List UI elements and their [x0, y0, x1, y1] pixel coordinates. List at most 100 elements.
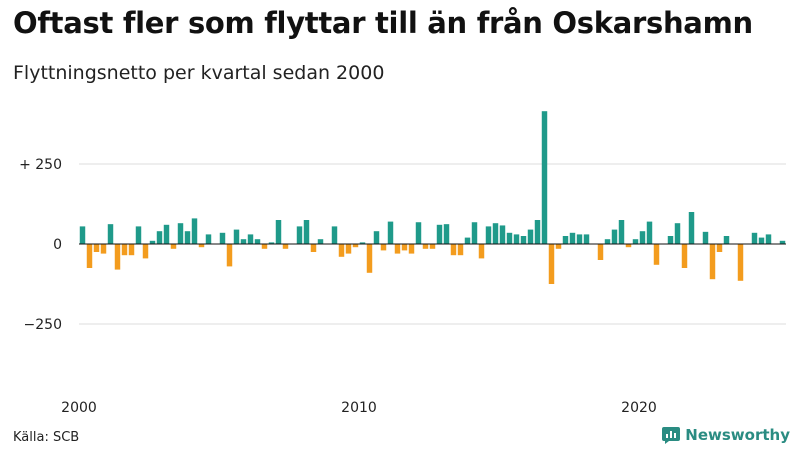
bar-negative [114, 244, 121, 270]
bar-negative [555, 244, 562, 249]
bar-positive [506, 232, 513, 244]
bar-positive [513, 234, 520, 244]
bar-positive [219, 232, 226, 244]
bar-positive [632, 239, 639, 244]
y-tick-label: + 250 [19, 157, 62, 173]
y-tick-label: 0 [53, 237, 62, 253]
bar-positive [135, 226, 142, 244]
bar-negative [380, 244, 387, 251]
bar-positive [562, 236, 569, 244]
bar-positive [611, 229, 618, 244]
bar-positive [205, 234, 212, 244]
bar-positive [520, 236, 527, 244]
bar-positive [373, 231, 380, 244]
bar-positive [317, 239, 324, 244]
bar-negative [394, 244, 401, 254]
bar-positive [534, 220, 541, 244]
bar-positive [751, 232, 758, 244]
bar-positive [191, 218, 198, 244]
bar-positive [527, 229, 534, 244]
bar-negative [625, 244, 632, 248]
bar-positive [296, 226, 303, 244]
bar-positive [569, 232, 576, 244]
bar-positive [702, 231, 709, 244]
bar-positive [765, 234, 772, 244]
bar-negative [681, 244, 688, 268]
bars [79, 111, 786, 284]
bar-negative [142, 244, 149, 259]
bar-negative [716, 244, 723, 252]
bar-positive [387, 221, 394, 244]
bar-negative [100, 244, 107, 254]
bar-negative [366, 244, 373, 273]
bar-negative [401, 244, 408, 251]
bar-negative [226, 244, 233, 267]
bar-negative [457, 244, 464, 256]
bar-negative [450, 244, 457, 256]
bar-positive [156, 231, 163, 244]
bar-negative [310, 244, 317, 252]
bar-positive [163, 224, 170, 244]
bar-positive [471, 222, 478, 244]
bar-negative [198, 244, 205, 248]
bar-positive [436, 224, 443, 244]
bar-positive [674, 223, 681, 244]
bar-negative [478, 244, 485, 259]
bar-positive [499, 225, 506, 244]
x-tick-label: 2020 [621, 400, 657, 416]
x-tick-label: 2000 [61, 400, 97, 416]
bar-positive [779, 240, 786, 244]
bar-positive [359, 242, 366, 244]
bar-negative [429, 244, 436, 249]
bar-positive [247, 234, 254, 244]
source-note: Källa: SCB [13, 430, 80, 445]
x-axis-labels: 2000 2010 2020 [61, 400, 657, 416]
bar-positive [303, 220, 310, 244]
bar-negative [709, 244, 716, 280]
bar-positive [646, 221, 653, 244]
brand-name: Newsworthy [685, 426, 790, 444]
newsworthy-logo-icon [662, 427, 681, 444]
bar-positive [464, 237, 471, 244]
bar-positive [723, 236, 730, 244]
bar-positive [758, 237, 765, 244]
brand-logo[interactable]: Newsworthy [661, 425, 790, 445]
bar-positive [177, 223, 184, 244]
x-tick-label: 2010 [341, 400, 377, 416]
y-axis-labels: + 250 0 −250 [19, 157, 62, 333]
bar-negative [597, 244, 604, 260]
bar-negative [422, 244, 429, 249]
bar-negative [170, 244, 177, 249]
bar-positive [149, 240, 156, 244]
bar-positive [79, 226, 86, 244]
bar-positive [254, 239, 261, 244]
bar-positive [107, 224, 114, 244]
bar-positive [583, 234, 590, 244]
bar-negative [128, 244, 135, 256]
bar-negative [121, 244, 128, 256]
bar-chart: + 250 0 −250 2000 2010 2020 [19, 111, 786, 416]
bar-negative [345, 244, 352, 254]
bar-positive [443, 224, 450, 244]
bar-negative [737, 244, 744, 281]
bar-negative [653, 244, 660, 265]
bar-negative [338, 244, 345, 257]
bar-positive [667, 236, 674, 244]
bar-positive [639, 231, 646, 244]
bar-negative [261, 244, 268, 249]
bar-positive [604, 239, 611, 244]
chart-subtitle: Flyttningsnetto per kvartal sedan 2000 [13, 62, 385, 84]
bar-positive [275, 220, 282, 244]
bar-negative [408, 244, 415, 254]
bar-positive [485, 226, 492, 244]
grid-lines [79, 163, 786, 325]
bar-positive [240, 239, 247, 244]
y-tick-label: −250 [24, 317, 62, 333]
bar-negative [548, 244, 555, 284]
bar-positive [415, 222, 422, 244]
bar-negative [86, 244, 93, 268]
bar-positive [576, 234, 583, 244]
bar-positive [331, 226, 338, 244]
bar-positive [233, 229, 240, 244]
bar-positive [618, 220, 625, 244]
